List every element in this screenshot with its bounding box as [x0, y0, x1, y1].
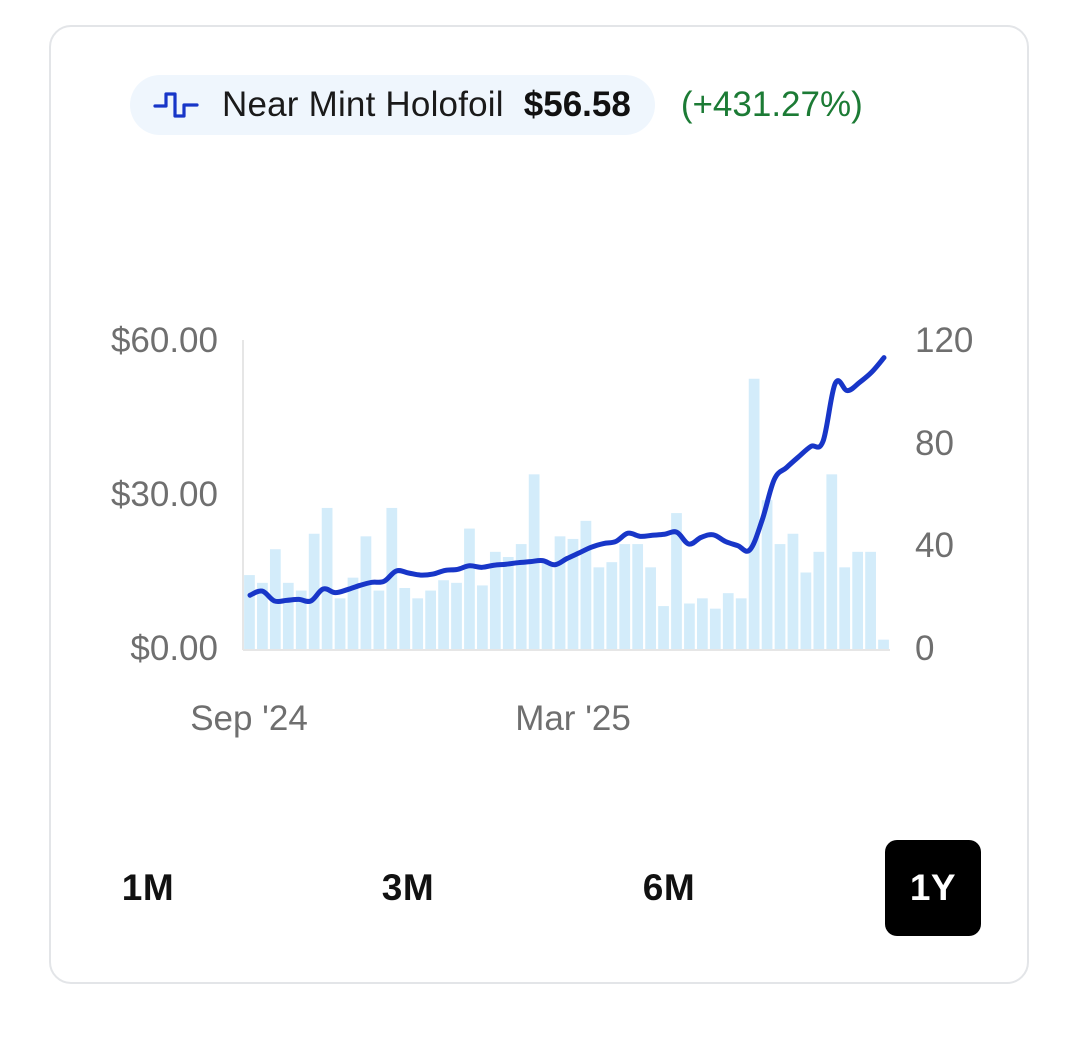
- volume-bar: [671, 513, 682, 650]
- volume-bars: [244, 378, 889, 650]
- range-button-6m[interactable]: 6M: [642, 867, 696, 908]
- y-right-tick-80: 80: [915, 424, 954, 463]
- volume-bar: [360, 536, 372, 650]
- y-right-tick-0: 0: [915, 629, 934, 668]
- volume-bar: [878, 639, 889, 650]
- volume-bar: [295, 590, 307, 650]
- volume-bar: [321, 507, 333, 650]
- volume-bar: [399, 588, 411, 650]
- y-right-tick-120: 120: [915, 321, 973, 360]
- volume-bar: [761, 500, 773, 650]
- series-price: $56.58: [523, 85, 631, 124]
- volume-bar: [489, 551, 501, 650]
- volume-bar: [308, 533, 320, 650]
- volume-bar: [567, 538, 579, 650]
- volume-bar: [735, 598, 747, 650]
- volume-bar: [438, 580, 449, 650]
- volume-bar: [748, 378, 760, 650]
- x-tick-sep-24: Sep '24: [190, 699, 308, 738]
- volume-bar: [658, 606, 669, 650]
- volume-bar: [839, 567, 851, 650]
- volume-bar: [722, 593, 734, 650]
- volume-bar: [464, 528, 475, 650]
- range-button-1m[interactable]: 1M: [121, 867, 175, 908]
- volume-bar: [347, 577, 359, 650]
- series-legend-pill[interactable]: Near Mint Holofoil $56.58: [130, 75, 655, 135]
- volume-bar: [774, 544, 786, 650]
- time-range-selector: 1M 3M 6M 1Y: [100, 840, 982, 936]
- y-left-tick-30: $30.00: [111, 475, 218, 514]
- volume-bar: [606, 562, 618, 650]
- volume-bar: [257, 582, 268, 650]
- volume-bar: [373, 590, 385, 650]
- volume-bar: [502, 557, 514, 650]
- y-right-tick-40: 40: [915, 526, 954, 565]
- volume-bar: [412, 598, 424, 650]
- volume-bar: [541, 562, 553, 650]
- volume-bar: [865, 551, 876, 650]
- volume-bar: [852, 551, 864, 650]
- price-line: [247, 355, 887, 605]
- volume-bar: [282, 582, 294, 650]
- x-tick-mar-25: Mar '25: [515, 699, 631, 738]
- volume-bar: [386, 507, 398, 650]
- volume-bar: [477, 585, 488, 650]
- volume-bar: [632, 544, 644, 650]
- volume-bar: [709, 608, 721, 650]
- step-line-icon: [153, 92, 199, 118]
- volume-bar: [554, 536, 566, 650]
- volume-bar: [593, 567, 605, 650]
- series-change-percent: (+431.27%): [680, 85, 863, 124]
- volume-bar: [425, 590, 436, 650]
- volume-bar: [515, 544, 527, 650]
- volume-bar: [645, 567, 656, 650]
- volume-bar: [244, 575, 255, 650]
- volume-bar: [334, 598, 346, 650]
- volume-bar: [697, 598, 708, 650]
- range-button-1y[interactable]: 1Y: [885, 840, 981, 936]
- y-left-tick-0: $0.00: [130, 629, 218, 668]
- volume-bar: [684, 603, 695, 650]
- volume-bar: [813, 551, 825, 650]
- y-left-tick-60: $60.00: [111, 321, 218, 360]
- range-button-3m[interactable]: 3M: [381, 867, 435, 908]
- volume-bar: [826, 474, 838, 650]
- volume-bar: [787, 533, 799, 650]
- volume-bar: [580, 520, 592, 650]
- volume-bar: [800, 572, 812, 650]
- series-name: Near Mint Holofoil: [222, 85, 504, 124]
- volume-bar: [451, 582, 462, 650]
- volume-bar: [619, 544, 631, 650]
- legend-header: Near Mint Holofoil $56.58 (+431.27%): [130, 75, 863, 135]
